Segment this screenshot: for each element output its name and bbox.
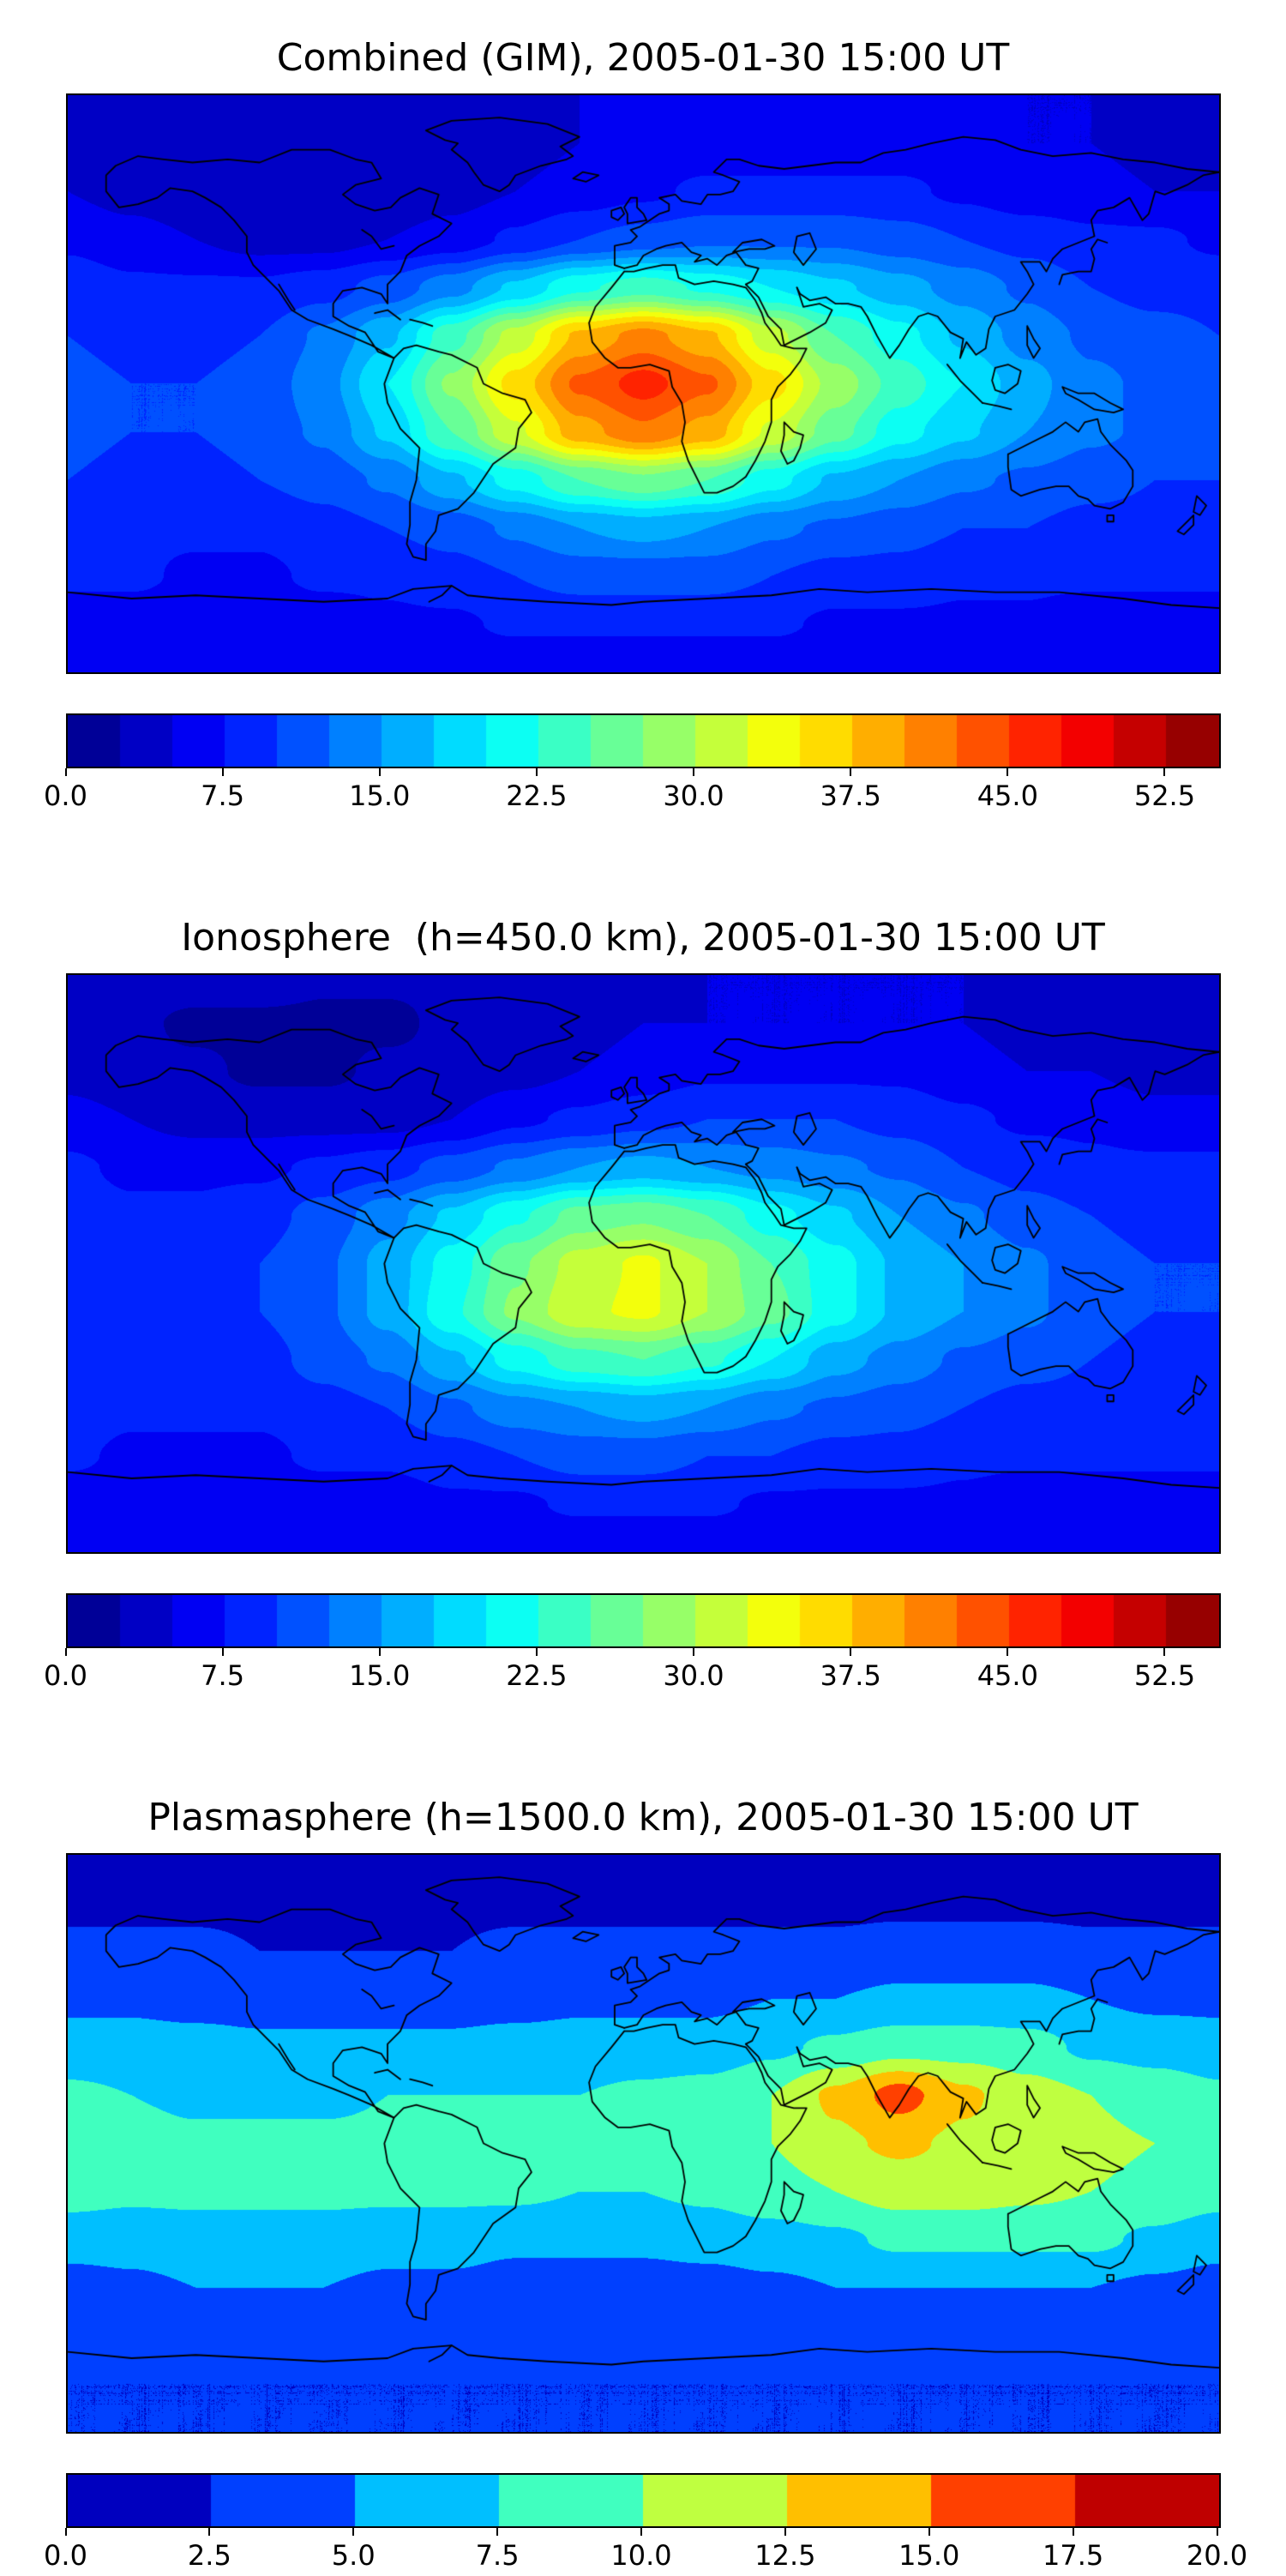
colorbar-tick-mark xyxy=(1163,768,1166,776)
colorbar-tick-mark xyxy=(1007,768,1009,776)
map-canvas-ionosphere xyxy=(67,975,1219,1552)
colorbar-tick-label: 37.5 xyxy=(820,1659,881,1692)
colorbar-tick-mark xyxy=(693,1648,695,1656)
colorbar-tick-label: 7.5 xyxy=(201,779,245,812)
colorbar-tick-mark xyxy=(693,768,695,776)
colorbar-tick-mark xyxy=(784,2528,786,2536)
map-combined xyxy=(65,93,1221,674)
colorbar-tick-mark xyxy=(378,768,381,776)
colorbar-tick-mark xyxy=(535,1648,538,1656)
colorbar-tick-label: 45.0 xyxy=(977,779,1038,812)
colorbar-canvas-plasmasphere xyxy=(67,2475,1219,2526)
colorbar-tick-label: 37.5 xyxy=(820,779,881,812)
colorbar-ionosphere xyxy=(65,1593,1221,1648)
colorbar-tick-label: 12.5 xyxy=(754,2539,816,2572)
colorbar-tick-label: 0.0 xyxy=(44,2539,87,2572)
colorbar-combined xyxy=(65,713,1221,768)
colorbar-tick-mark xyxy=(221,768,224,776)
colorbar-tick-label: 30.0 xyxy=(663,1659,724,1692)
colorbar-tick-label: 15.0 xyxy=(349,1659,411,1692)
colorbar-tick-label: 7.5 xyxy=(475,2539,520,2572)
colorbar-tick-label: 52.5 xyxy=(1133,1659,1196,1692)
colorbar-tick-mark xyxy=(1007,1648,1009,1656)
colorbar-tick-label: 7.5 xyxy=(201,1659,245,1692)
panel-title-plasmasphere: Plasmasphere (h=1500.0 km), 2005-01-30 1… xyxy=(147,1796,1139,1839)
panel-title-ionosphere: Ionosphere (h=450.0 km), 2005-01-30 15:0… xyxy=(181,916,1105,960)
map-canvas-plasmasphere xyxy=(67,1855,1219,2432)
colorbar-canvas-ionosphere xyxy=(67,1595,1219,1646)
panel-combined-gim: Combined (GIM), 2005-01-30 15:00 UT 0.0 7… xyxy=(44,36,1221,816)
colorbar-tick-mark xyxy=(1216,2528,1218,2536)
colorbar-tick-label: 52.5 xyxy=(1133,779,1196,812)
colorbar-tick-mark xyxy=(352,2528,355,2536)
colorbar-tick-mark xyxy=(1163,1648,1166,1656)
colorbar-tick-mark xyxy=(640,2528,642,2536)
colorbar-tick-label: 10.0 xyxy=(610,2539,672,2572)
colorbar-tick-label: 30.0 xyxy=(663,779,724,812)
colorbar-tick-mark xyxy=(535,768,538,776)
panel-plasmasphere: Plasmasphere (h=1500.0 km), 2005-01-30 1… xyxy=(44,1796,1247,2576)
colorbar-plasmasphere xyxy=(65,2473,1221,2528)
colorbar-ticks-plasmasphere: 0.0 2.5 5.0 7.5 10.0 12.5 15.0 17.5 20.0 xyxy=(44,2528,1247,2576)
colorbar-tick-mark xyxy=(64,1648,67,1656)
colorbar-tick-label: 20.0 xyxy=(1186,2539,1248,2572)
map-plasmasphere xyxy=(65,1853,1221,2434)
colorbar-tick-mark xyxy=(221,1648,224,1656)
colorbar-ticks-combined: 0.0 7.5 15.0 22.5 30.0 37.5 45.0 52.5 xyxy=(44,768,1217,816)
colorbar-tick-label: 15.0 xyxy=(898,2539,960,2572)
colorbar-tick-label: 15.0 xyxy=(349,779,411,812)
map-canvas-combined xyxy=(67,95,1219,672)
colorbar-tick-mark xyxy=(378,1648,381,1656)
colorbar-tick-mark xyxy=(496,2528,499,2536)
colorbar-tick-label: 2.5 xyxy=(187,2539,231,2572)
panel-ionosphere: Ionosphere (h=450.0 km), 2005-01-30 15:0… xyxy=(44,916,1221,1696)
colorbar-tick-label: 22.5 xyxy=(506,1659,568,1692)
colorbar-tick-label: 5.0 xyxy=(331,2539,376,2572)
colorbar-tick-label: 22.5 xyxy=(506,779,568,812)
colorbar-tick-label: 17.5 xyxy=(1043,2539,1104,2572)
colorbar-ticks-ionosphere: 0.0 7.5 15.0 22.5 30.0 37.5 45.0 52.5 xyxy=(44,1648,1217,1696)
colorbar-tick-mark xyxy=(64,768,67,776)
colorbar-tick-mark xyxy=(928,2528,930,2536)
colorbar-tick-label: 0.0 xyxy=(44,779,87,812)
map-ionosphere xyxy=(65,973,1221,1554)
colorbar-canvas-combined xyxy=(67,715,1219,767)
colorbar-tick-label: 0.0 xyxy=(44,1659,87,1692)
colorbar-tick-mark xyxy=(850,1648,852,1656)
colorbar-tick-mark xyxy=(64,2528,67,2536)
colorbar-tick-mark xyxy=(1072,2528,1074,2536)
panel-title-combined: Combined (GIM), 2005-01-30 15:00 UT xyxy=(276,36,1010,80)
colorbar-tick-mark xyxy=(850,768,852,776)
colorbar-tick-label: 45.0 xyxy=(977,1659,1038,1692)
colorbar-tick-mark xyxy=(208,2528,211,2536)
